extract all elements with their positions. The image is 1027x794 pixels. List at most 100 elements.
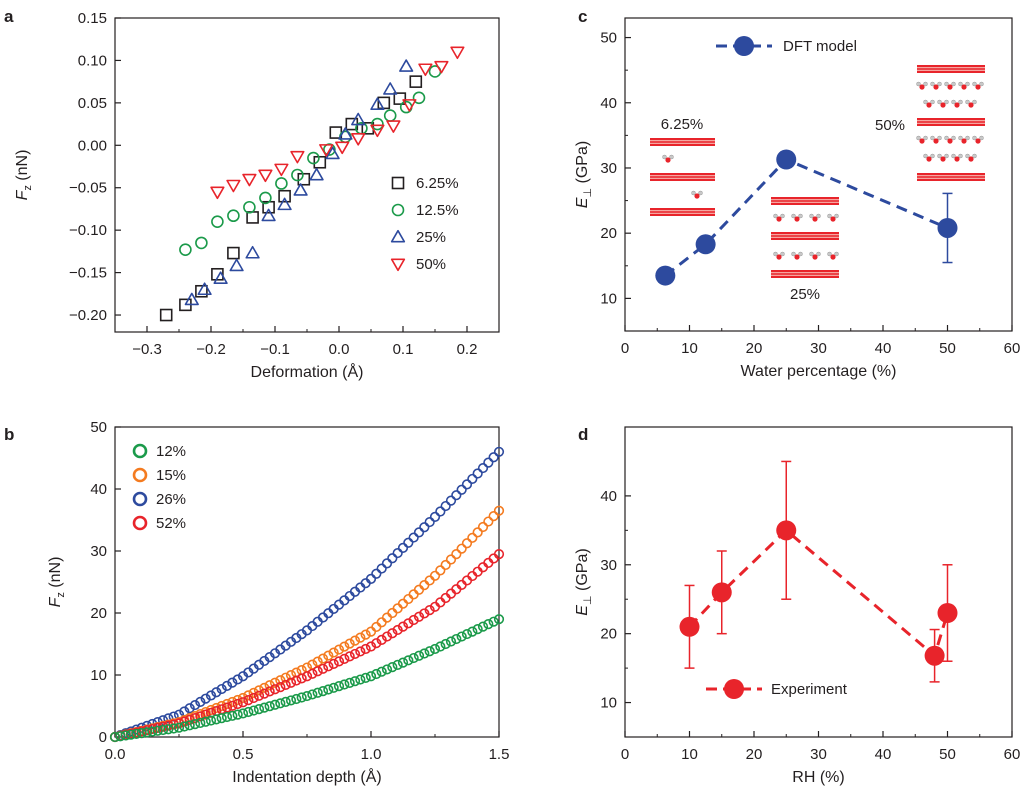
data-point-circle xyxy=(483,516,494,527)
data-point-circle xyxy=(141,727,153,738)
water-o-atom xyxy=(919,84,925,90)
data-point-triangle-up xyxy=(309,167,324,181)
y-axis-label-sub: ⊥ xyxy=(582,188,594,198)
data-point-circle xyxy=(205,707,217,718)
data-point-circle xyxy=(349,635,361,646)
data-point-circle xyxy=(349,676,361,687)
water-o-atom xyxy=(926,156,932,162)
data-point-triangle-up xyxy=(370,97,385,111)
data-point-circle xyxy=(200,709,211,720)
data-point-triangle-up xyxy=(383,82,398,95)
water-h-atom xyxy=(930,153,935,159)
data-point-circle xyxy=(397,657,409,668)
data-point-circle xyxy=(413,650,425,661)
data-point-circle xyxy=(445,636,457,647)
data-point-circle xyxy=(387,607,398,619)
legend-marker xyxy=(391,176,405,190)
inset-label-6-25: 6.25% xyxy=(661,116,704,133)
data-point-circle xyxy=(360,643,371,655)
data-point-triangle-up xyxy=(197,282,212,296)
legend-label: 15% xyxy=(156,467,186,484)
data-point-triangle-down xyxy=(386,120,401,133)
data-point-circle xyxy=(408,614,419,626)
y-axis-label-unit: (nN) xyxy=(14,150,31,186)
data-point-circle xyxy=(296,673,307,684)
water-o-atom xyxy=(954,156,960,162)
data-point-circle xyxy=(275,698,286,709)
water-h-atom xyxy=(951,135,956,141)
data-point-circle xyxy=(237,692,249,704)
water-o-atom xyxy=(919,138,925,144)
data-point-circle xyxy=(157,724,169,736)
water-o-atom xyxy=(830,216,836,222)
y-tick-label: 0.05 xyxy=(78,95,107,112)
data-point-circle xyxy=(365,573,377,585)
data-point-circle xyxy=(424,605,435,616)
data-point-circle xyxy=(387,662,398,673)
x-tick-label: 60 xyxy=(1004,340,1021,357)
water-h-atom xyxy=(834,251,839,257)
data-point-triangle-down xyxy=(226,179,241,193)
data-point-circle xyxy=(371,638,382,649)
data-point-circle xyxy=(264,701,275,712)
data-point-circle xyxy=(344,651,355,662)
data-point-circle xyxy=(381,558,393,569)
water-h-atom xyxy=(944,99,949,105)
data-point-circle xyxy=(243,200,256,214)
data-point-circle xyxy=(376,563,387,574)
x-tick-label: 0.1 xyxy=(393,341,414,358)
data-point-square xyxy=(313,155,327,169)
data-point-circle xyxy=(477,621,489,632)
water-h-atom xyxy=(958,81,963,87)
data-point-circle xyxy=(472,624,483,635)
data-point-circle xyxy=(216,713,227,724)
data-point-circle xyxy=(291,675,302,686)
water-h-atom xyxy=(780,213,785,219)
data-point-triangle-up xyxy=(293,183,308,196)
legend-marker xyxy=(391,203,405,217)
data-point-circle xyxy=(328,658,339,669)
water-h-atom xyxy=(930,99,935,105)
water-o-atom xyxy=(933,84,939,90)
panel-label-c: c xyxy=(578,7,587,26)
data-point-experiment xyxy=(711,582,732,603)
data-point-circle xyxy=(472,527,483,538)
water-h-atom xyxy=(965,99,970,105)
data-point-square xyxy=(195,284,208,298)
data-point-triangle-down xyxy=(258,169,273,183)
data-point-circle xyxy=(115,731,126,742)
data-point-circle xyxy=(211,215,224,228)
data-point-circle xyxy=(131,728,142,740)
data-point-circle xyxy=(371,621,382,633)
data-point-circle xyxy=(333,644,345,655)
data-point-triangle-down xyxy=(274,163,289,177)
data-point-circle xyxy=(328,647,339,658)
data-point-circle xyxy=(227,710,238,721)
x-axis-label: RH (%) xyxy=(792,769,844,786)
data-point-triangle-down xyxy=(450,46,465,60)
data-point-circle xyxy=(200,693,211,704)
data-point-circle xyxy=(412,91,426,105)
data-point-triangle-down xyxy=(210,186,225,200)
water-h-atom xyxy=(979,81,984,87)
data-point-circle xyxy=(371,568,382,579)
legend-label: DFT model xyxy=(783,38,857,55)
x-tick-label: 20 xyxy=(746,340,763,357)
water-h-atom xyxy=(809,213,814,219)
data-point-circle xyxy=(445,495,457,506)
y-tick-label: 0.10 xyxy=(78,52,107,69)
data-point-circle xyxy=(493,548,505,560)
water-h-atom xyxy=(816,213,821,219)
water-h-atom xyxy=(798,251,803,257)
data-point-square xyxy=(159,308,173,322)
y-tick-label: −0.10 xyxy=(69,222,107,239)
y-axis-label-unit: (nN) xyxy=(47,557,64,593)
water-h-atom xyxy=(958,153,963,159)
y-tick-label: 30 xyxy=(90,543,107,560)
x-axis-label: Water percentage (%) xyxy=(741,363,897,380)
x-tick-label: 60 xyxy=(1004,746,1021,763)
water-h-atom xyxy=(923,135,928,141)
water-h-atom xyxy=(798,213,803,219)
data-point-square xyxy=(409,75,423,88)
